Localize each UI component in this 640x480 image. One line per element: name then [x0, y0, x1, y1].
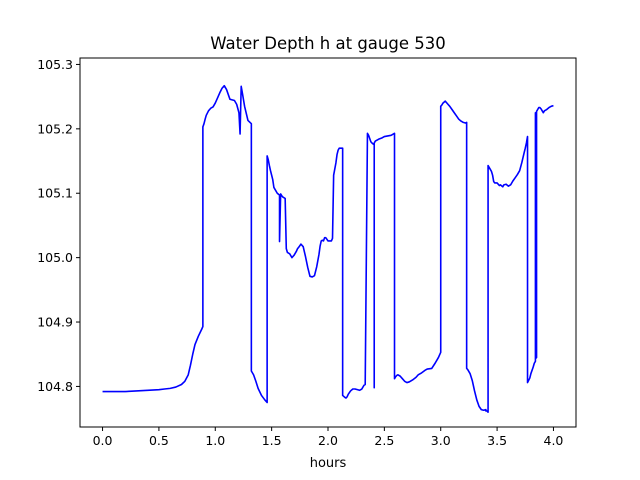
y-tick-label: 105.3	[37, 57, 73, 72]
chart-title: Water Depth h at gauge 530	[210, 34, 445, 53]
x-axis: 0.0 0.5 1.0 1.5 2.0 2.5 3.0 3.5 4.0	[93, 427, 564, 448]
series-line-1	[102, 84, 554, 413]
y-tick-label: 104.8	[37, 379, 73, 394]
y-axis: 104.8 104.9 105.0 105.1 105.2 105.3	[37, 57, 80, 394]
x-tick-label: 0.5	[149, 433, 169, 448]
x-tick-label: 3.5	[487, 433, 507, 448]
x-tick-label: 1.0	[205, 433, 225, 448]
y-tick-label: 104.9	[37, 315, 73, 330]
plot-area	[102, 84, 554, 413]
y-tick-label: 105.2	[37, 121, 73, 136]
y-tick-label: 105.0	[37, 250, 73, 265]
x-axis-label: hours	[310, 456, 347, 471]
y-tick-label: 105.1	[37, 186, 73, 201]
x-tick-label: 0.0	[93, 433, 113, 448]
x-tick-label: 1.5	[262, 433, 282, 448]
x-tick-label: 2.0	[318, 433, 338, 448]
x-tick-label: 2.5	[374, 433, 394, 448]
x-tick-label: 3.0	[431, 433, 451, 448]
x-tick-label: 4.0	[544, 433, 564, 448]
